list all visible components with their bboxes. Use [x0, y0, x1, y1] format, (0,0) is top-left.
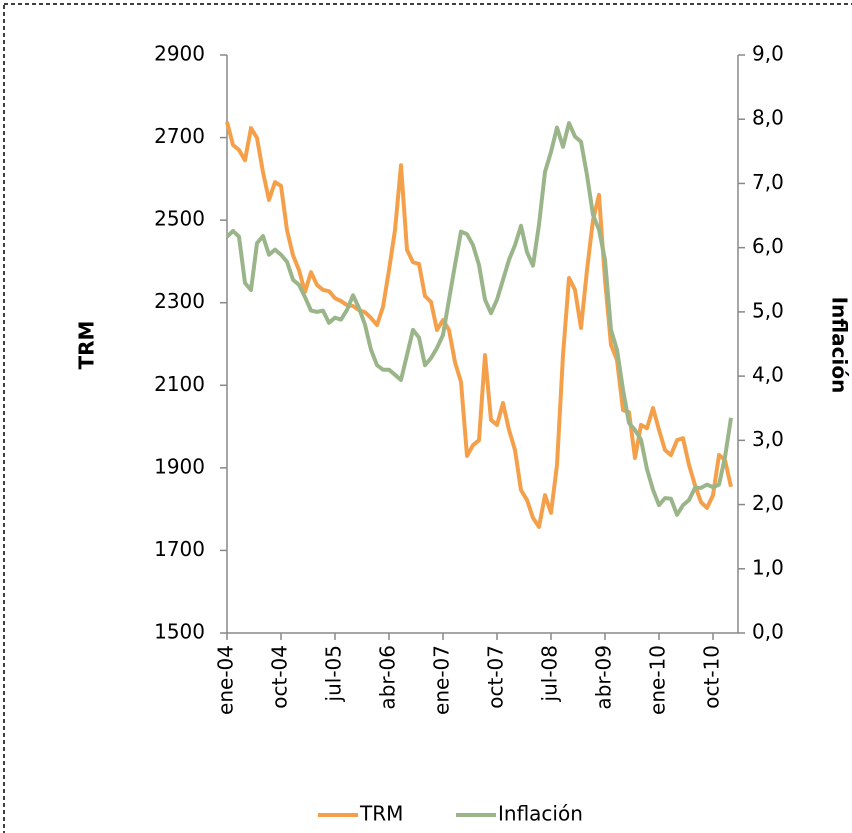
x-tick-label: ene-07: [430, 645, 454, 715]
x-tick-label: ene-04: [214, 645, 238, 715]
y2-tick-label: 1,0: [752, 555, 784, 579]
x-tick-label: abr-06: [376, 645, 400, 710]
legend-label: Inflación: [498, 802, 583, 826]
y-tick-label: 1900: [154, 454, 205, 478]
legend-label: TRM: [359, 802, 403, 826]
y-tick-label: 2300: [154, 289, 205, 313]
y-tick-label: 1500: [154, 620, 205, 644]
series-line: [225, 121, 733, 517]
y2-tick-label: 8,0: [752, 106, 784, 130]
y-tick-label: 2900: [154, 42, 205, 66]
y-tick-label: 2500: [154, 207, 205, 231]
y2-tick-label: 3,0: [752, 427, 784, 451]
x-tick-label: oct-04: [268, 645, 292, 709]
y-tick-label: 1700: [154, 537, 205, 561]
y2-tick-label: 4,0: [752, 363, 784, 387]
y-axis-title: TRM: [75, 321, 99, 370]
y2-tick-label: 0,0: [752, 620, 784, 644]
x-tick-label: oct-10: [700, 645, 724, 709]
x-tick-label: jul-08: [538, 645, 562, 702]
y2-tick-label: 2,0: [752, 491, 784, 515]
x-tick-label: oct-07: [484, 645, 508, 709]
y2-tick-label: 6,0: [752, 234, 784, 258]
x-tick-label: abr-09: [592, 645, 616, 710]
y-tick-label: 2700: [154, 124, 205, 148]
y-tick-label: 2100: [154, 372, 205, 396]
y2-tick-label: 7,0: [752, 170, 784, 194]
frame: [3, 3, 852, 833]
x-tick-label: ene-10: [646, 645, 670, 715]
y2-tick-label: 5,0: [752, 298, 784, 322]
series-line: [225, 121, 733, 529]
y2-tick-label: 9,0: [752, 42, 784, 66]
x-tick-label: jul-05: [322, 645, 346, 702]
y2-axis-title: Inflación: [828, 297, 852, 394]
